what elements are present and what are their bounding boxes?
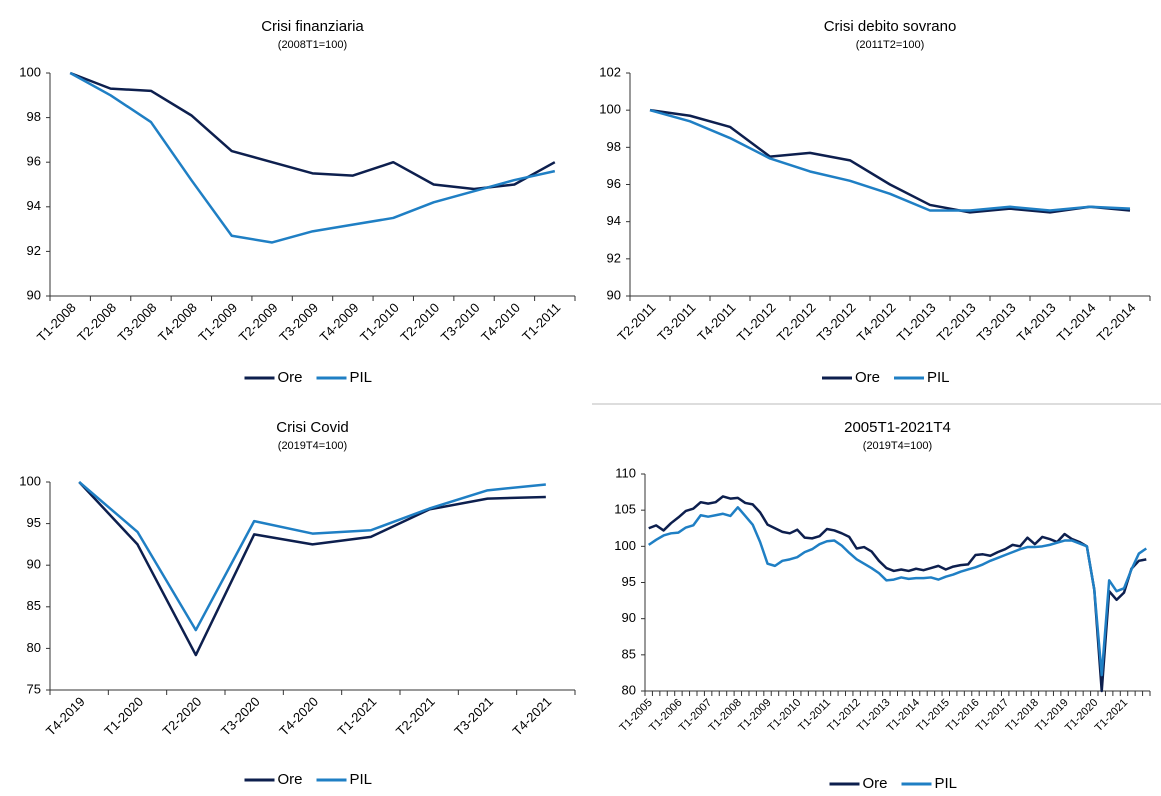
- y-tick-label: 90: [27, 557, 41, 572]
- chart-title: Crisi Covid: [276, 419, 349, 436]
- y-tick-label: 90: [622, 610, 636, 625]
- y-tick-label: 98: [27, 109, 41, 124]
- x-tick-label: T1-2014: [1054, 300, 1099, 345]
- x-tick-label: T3-2009: [276, 300, 321, 345]
- data-line: [69, 71, 556, 244]
- y-tick-label: 85: [27, 598, 41, 613]
- data-line: [69, 71, 556, 191]
- chart-subtitle: (2011T2=100): [856, 39, 925, 51]
- x-tick-label: T2-2008: [74, 300, 119, 345]
- legend-label: Ore: [278, 369, 303, 386]
- chart-title: Crisi finanziaria: [261, 18, 364, 35]
- x-tick-label: T3-2011: [654, 300, 698, 344]
- x-tick-label: T1-2020: [101, 694, 146, 739]
- y-tick-label: 95: [622, 574, 636, 589]
- y-tick-label: 80: [622, 682, 636, 697]
- y-tick-label: 75: [27, 681, 41, 696]
- x-tick-label: T1-2008: [34, 300, 79, 345]
- y-tick-label: 80: [27, 640, 41, 655]
- data-line: [78, 481, 546, 632]
- x-tick-label: T4-2019: [43, 694, 88, 739]
- y-tick-label: 85: [622, 646, 636, 661]
- y-tick-label: 92: [27, 243, 41, 258]
- chart-title: 2005T1-2021T4: [844, 419, 951, 436]
- data-line: [649, 108, 1131, 212]
- x-tick-label: T1-2009: [195, 300, 240, 345]
- x-tick-label: T4-2011: [694, 300, 738, 344]
- x-tick-label: T1-2021: [1093, 697, 1130, 734]
- legend-label: Ore: [855, 369, 880, 386]
- x-tick-label: T4-2013: [1014, 300, 1059, 345]
- data-line: [78, 481, 546, 657]
- x-tick-label: T2-2020: [160, 694, 205, 739]
- x-tick-label: T2-2021: [393, 694, 438, 739]
- y-tick-label: 90: [27, 287, 41, 302]
- y-tick-label: 96: [27, 154, 41, 169]
- y-tick-label: 96: [607, 176, 621, 191]
- x-tick-label: T3-2021: [451, 694, 496, 739]
- x-tick-label: T1-2010: [766, 697, 803, 734]
- x-tick-label: T3-2008: [115, 300, 160, 345]
- x-tick-label: T4-2008: [155, 300, 200, 345]
- y-tick-label: 95: [27, 515, 41, 530]
- x-tick-label: T2-2009: [236, 300, 281, 345]
- legend-label: Ore: [278, 771, 303, 788]
- chart-title: Crisi debito sovrano: [824, 18, 957, 35]
- x-tick-label: T2-2011: [614, 300, 658, 344]
- y-tick-label: 100: [614, 538, 636, 553]
- legend-label: PIL: [935, 775, 958, 792]
- x-tick-label: T2-2013: [934, 300, 979, 345]
- x-tick-label: T3-2010: [438, 300, 483, 345]
- data-line: [648, 506, 1147, 677]
- legend-label: Ore: [863, 775, 888, 792]
- legend-label: PIL: [350, 369, 373, 386]
- x-tick-label: T1-2012: [734, 300, 779, 345]
- y-tick-label: 100: [599, 102, 621, 117]
- x-tick-label: T2-2012: [774, 300, 819, 345]
- data-line: [648, 495, 1147, 693]
- x-tick-label: T4-2012: [854, 300, 899, 345]
- data-line: [649, 108, 1131, 214]
- x-tick-label: T1-2010: [357, 300, 402, 345]
- chart-subtitle: (2008T1=100): [278, 39, 347, 51]
- y-tick-label: 92: [607, 250, 621, 265]
- x-tick-label: T3-2020: [218, 694, 263, 739]
- chart-subtitle: (2019T4=100): [863, 440, 932, 452]
- x-tick-label: T4-2010: [478, 300, 523, 345]
- y-tick-label: 100: [19, 473, 41, 488]
- y-tick-label: 98: [607, 139, 621, 154]
- y-tick-label: 102: [599, 64, 621, 79]
- y-tick-label: 94: [607, 213, 621, 228]
- x-tick-label: T4-2020: [276, 694, 321, 739]
- x-tick-label: T4-2021: [510, 694, 555, 739]
- x-tick-label: T1-2021: [335, 694, 380, 739]
- x-tick-label: T1-2011: [519, 300, 563, 344]
- x-tick-label: T2-2010: [397, 300, 442, 345]
- y-tick-label: 94: [27, 198, 41, 213]
- legend-label: PIL: [350, 771, 373, 788]
- y-tick-label: 110: [615, 465, 636, 480]
- y-tick-label: 90: [607, 287, 621, 302]
- x-tick-label: T4-2009: [317, 300, 362, 345]
- legend-label: PIL: [927, 369, 950, 386]
- x-tick-label: T1-2013: [894, 300, 939, 345]
- x-tick-label: T2-2014: [1094, 300, 1139, 345]
- y-tick-label: 100: [19, 64, 41, 79]
- y-tick-label: 105: [614, 502, 636, 517]
- x-tick-label: T3-2013: [974, 300, 1019, 345]
- chart-subtitle: (2019T4=100): [278, 440, 347, 452]
- x-tick-label: T3-2012: [814, 300, 859, 345]
